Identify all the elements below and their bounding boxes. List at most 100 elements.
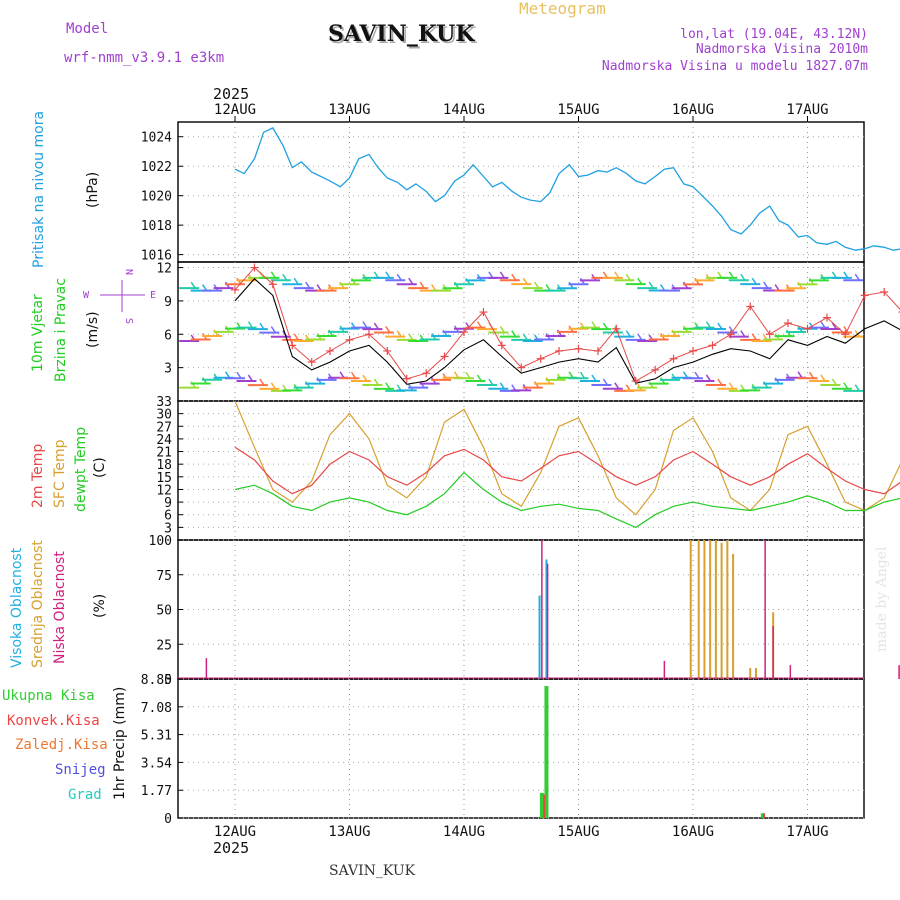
wind-barb-flag [717, 322, 723, 330]
wind-barb-flag [499, 271, 505, 279]
precip-tick-labels: 8.85 7.08 5.31 3.54 1.77 0 [141, 673, 183, 827]
gust-marker [689, 346, 697, 355]
tick-label: 3.54 [141, 756, 172, 771]
model-elevation-label: Nadmorska Visina u modelu 1827.07m [602, 59, 868, 74]
gust-marker [536, 354, 545, 363]
mid-cloud-bar [726, 540, 729, 679]
bottom-day-label: 12AUG [214, 824, 256, 840]
wind-barb-flag [488, 378, 494, 386]
precip-unit: 1hr Precip (mm) [112, 687, 128, 800]
gust-marker [326, 346, 335, 355]
tick-label: 1018 [141, 219, 172, 234]
wind-barb-flag [740, 273, 746, 281]
wind-compass: W E N S [83, 269, 156, 324]
wind-barb-flag [339, 371, 345, 379]
wind-barb-flag [247, 374, 254, 382]
wind-barb-flag [831, 322, 838, 330]
gust-marker [841, 330, 850, 339]
credit-label: made by Angel [874, 546, 890, 652]
panel-frame [177, 539, 865, 680]
temperature-panel: 2m Temp SFC Temp dewpt Temp (C) 33302724… [30, 395, 900, 536]
pressure-tick-labels: 1024 1022 1020 1018 1016 [141, 131, 183, 264]
wind-barb-flag [385, 271, 391, 279]
wind-barbs [179, 271, 864, 392]
gust-marker [497, 341, 506, 350]
wind-barb-flag [625, 273, 631, 281]
top-day-label: 15AUG [557, 102, 599, 118]
wind-barb-flag [591, 374, 597, 382]
precip-legend: Ukupna Kisa Konvek.Kisa Zaledj.Kisa Snijeg G… [2, 688, 108, 803]
dewpoint-line [234, 471, 900, 529]
wind-barb-flag [499, 326, 505, 333]
cloud-title-3: Niska Oblacnost [52, 551, 68, 664]
bottom-day-label: 14AUG [443, 824, 485, 840]
gust-marker [860, 291, 869, 300]
tick-label: 3 [164, 521, 172, 536]
cloud-unit: (%) [92, 594, 108, 618]
tick-label: 1020 [141, 190, 172, 205]
wind-barb-flag [373, 322, 380, 330]
model-value: wrf-nmm_v3.9.1 e3km [64, 50, 224, 66]
low-cloud-bar [772, 626, 774, 679]
bottom-year-label: 2025 [213, 839, 249, 857]
gust-marker [574, 344, 583, 353]
wind-barb-flag [808, 371, 815, 379]
temp-title-3: dewpt Temp [73, 427, 89, 512]
gust-marker [231, 285, 239, 294]
pressure-title: Pritisak na nivou mora [31, 111, 47, 268]
tick-label: 30 [156, 408, 172, 423]
gust-marker [822, 313, 831, 322]
top-day-label: 12AUG [214, 102, 256, 118]
wind-barb-flag [591, 321, 597, 329]
compass-n: N [123, 269, 134, 275]
temp-unit: (C) [92, 457, 108, 478]
wind-barb-flag [396, 330, 402, 338]
gust-marker [250, 263, 259, 272]
low-cloud-bar [541, 540, 543, 679]
gust-marker [726, 330, 735, 339]
wind-barb-flag [763, 281, 769, 289]
gust-marker [631, 376, 640, 385]
wind-barb-flag [247, 321, 254, 329]
wind-barb-flag [373, 378, 380, 386]
wind-barb-flag [740, 330, 746, 338]
mid-cloud-bar [714, 540, 717, 679]
low-cloud-bar [898, 665, 900, 679]
gridlines [178, 122, 864, 819]
panel-frames [177, 121, 865, 819]
bottom-day-labels: 12AUG 13AUG 14AUG 15AUG 16AUG 17AUG [214, 824, 829, 840]
station-title: SAVIN_KUK [330, 23, 477, 49]
wind-barb-flag [648, 281, 654, 289]
gust-marker [268, 280, 277, 289]
wind-barb-flag [682, 371, 689, 379]
wind-barb-flag [362, 321, 368, 329]
wind-barb-flag [602, 322, 609, 330]
tick-label: 9 [164, 295, 172, 310]
precip-convective-bar [762, 813, 765, 818]
pressure-line [234, 127, 900, 251]
temp-title-2: SFC Temp [52, 439, 68, 508]
wind-barb-flag [843, 382, 849, 390]
wind-barb-flag [316, 284, 322, 291]
low-cloud-bar [764, 540, 766, 679]
low-cloud-bar [546, 563, 549, 679]
mid-cloud-bar [689, 540, 692, 679]
wind-barb-flag [453, 371, 460, 379]
wind-barb-flag [534, 281, 540, 289]
tick-label: 50 [156, 604, 172, 619]
wind-barb-flag [579, 371, 586, 379]
wind-barb-flag [751, 277, 757, 285]
mid-cloud-bar [709, 540, 712, 679]
high-cloud-bar [545, 559, 548, 679]
gust-marker [288, 341, 297, 350]
gust-marker [612, 324, 621, 333]
gust-marker [364, 330, 373, 339]
top-day-label: 13AUG [328, 102, 370, 118]
mid-cloud-bar [720, 542, 723, 679]
gust-marker [708, 341, 717, 350]
mid-cloud-bar [697, 540, 700, 679]
gust-marker [460, 328, 468, 337]
wind-barb-flag [522, 277, 528, 285]
tick-label: 100 [149, 534, 172, 549]
